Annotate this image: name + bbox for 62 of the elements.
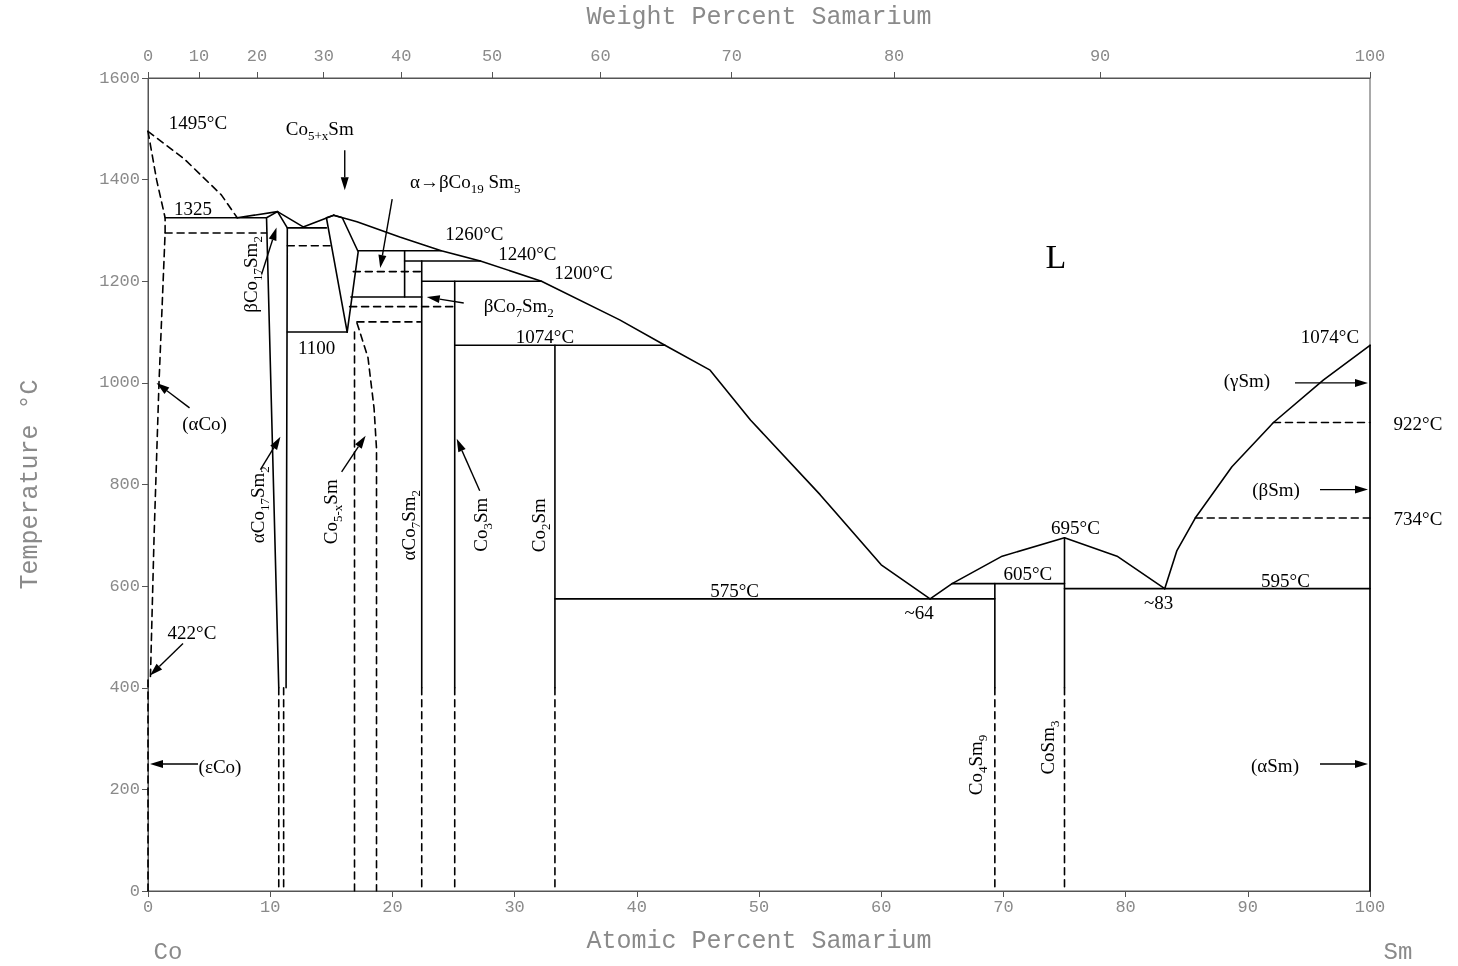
annotation: (αSm) <box>1251 754 1299 777</box>
x-tick-label: 10 <box>260 898 281 917</box>
annotation: 1074°C <box>1300 325 1360 347</box>
x-tick-label: 100 <box>1354 898 1386 917</box>
text: 70 <box>721 46 742 66</box>
annotation: 595°C <box>1261 569 1310 591</box>
x-tick-label: 30 <box>504 898 525 917</box>
annotation: 1074°C <box>515 325 575 347</box>
annotation: βCo$_{7}$Sm$_{2}$ <box>483 294 554 320</box>
y-tick-label: 1400 <box>99 170 140 190</box>
y-tick-label: 1600 <box>99 68 140 88</box>
annotation: (εCo) <box>198 755 242 778</box>
annotation: L <box>1045 237 1067 275</box>
text: 80 <box>883 46 905 66</box>
y-tick-label: 0 <box>129 881 140 901</box>
text: 60 <box>590 46 611 66</box>
y-tick-label: 200 <box>109 779 140 799</box>
annotation: 1260°C <box>445 222 504 244</box>
text: Sm <box>1383 938 1413 966</box>
text: 40 <box>390 46 412 66</box>
x-tick-label: 70 <box>993 898 1014 917</box>
x-tick-label: 90 <box>1237 898 1258 917</box>
annotation: (βSm) <box>1252 478 1300 501</box>
text: 90 <box>1089 46 1111 66</box>
text: 30 <box>313 46 334 66</box>
annotation: 1495°C <box>168 111 228 133</box>
y-tick-label: 400 <box>109 678 140 698</box>
y-axis-title: Temperature °C <box>16 379 45 590</box>
text: 20 <box>246 46 268 66</box>
annotation: 695°C <box>1051 516 1100 538</box>
y-tick-label: 600 <box>109 576 140 596</box>
annotation: (γSm) <box>1223 369 1271 392</box>
annotation: 1200°C <box>554 261 613 283</box>
x-tick-label: 20 <box>382 898 403 917</box>
y-tick-label: 800 <box>109 475 140 494</box>
annotation: 1100 <box>297 336 336 358</box>
annotation: ~83 <box>1144 591 1174 613</box>
text: 10 <box>188 46 210 66</box>
text: Co <box>153 938 183 966</box>
annotation: (αCo) <box>182 412 227 435</box>
y-tick-label: 1000 <box>99 373 140 393</box>
annotation: α→βCo$_{19}$ Sm$_{5}$ <box>409 170 521 197</box>
x-tick-label: 0 <box>142 898 154 917</box>
annotation: Co$_{5+x}$Sm <box>285 117 354 144</box>
x-tick-label: 50 <box>748 898 770 917</box>
annotation: 1325 <box>173 197 212 219</box>
annotation: 1240°C <box>498 242 557 264</box>
text: 0 <box>142 46 154 66</box>
annotation: ~64 <box>904 601 935 623</box>
annotation: 734°C <box>1393 507 1443 529</box>
x2-axis-title: Weight Percent Samarium <box>586 3 932 32</box>
annotation: 575°C <box>710 579 759 601</box>
annotation: 422°C <box>167 621 217 643</box>
annotation: 922°C <box>1393 412 1443 434</box>
text: 100 <box>1354 46 1386 66</box>
x-tick-label: 60 <box>871 898 892 917</box>
x-axis-title: Atomic Percent Samarium <box>586 927 932 956</box>
x-tick-label: 80 <box>1115 898 1136 917</box>
y-tick-label: 1200 <box>99 271 140 291</box>
annotation: 605°C <box>1003 562 1053 584</box>
x-tick-label: 40 <box>626 898 647 917</box>
text: 50 <box>481 46 503 66</box>
